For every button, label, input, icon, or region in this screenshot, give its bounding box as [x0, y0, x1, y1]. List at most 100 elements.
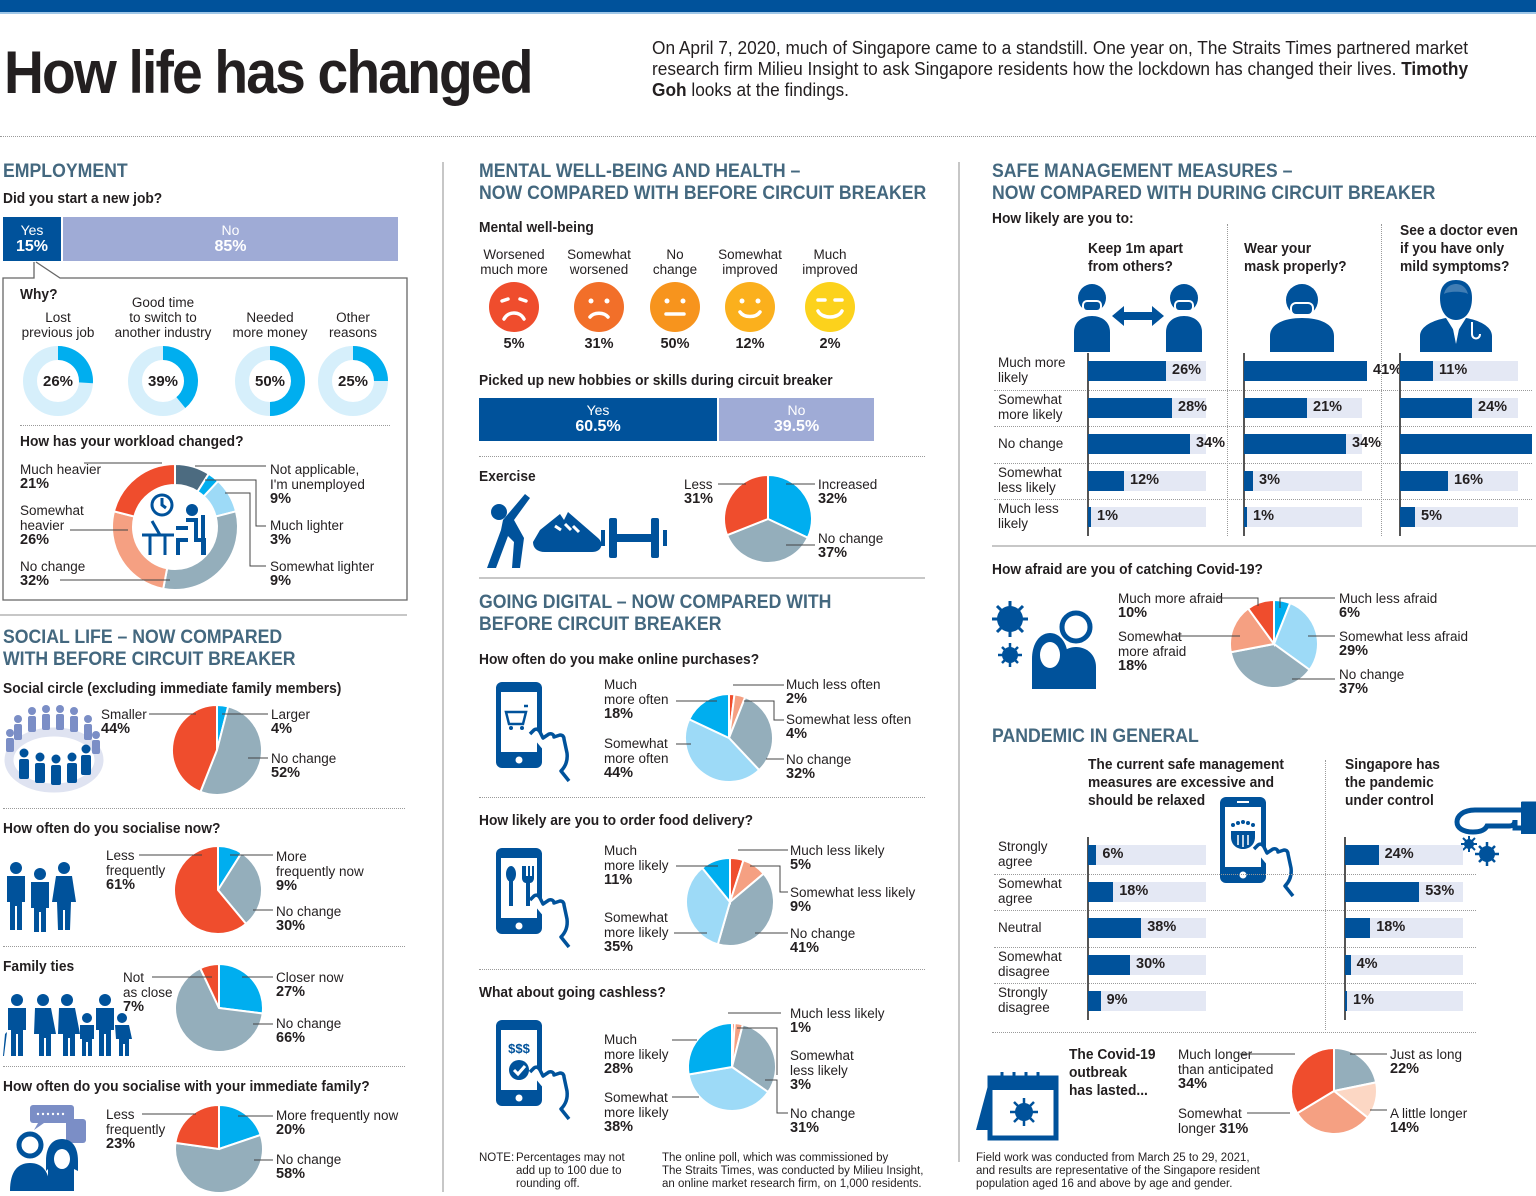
bar-value: 4% — [1356, 955, 1378, 972]
safe-heading: SAFE MANAGEMENT MEASURES – NOW COMPARED W… — [992, 161, 1436, 204]
mental-divider-1 — [479, 456, 925, 457]
bar-value: 24% — [1384, 846, 1414, 862]
author-name: Timothy Goh — [652, 59, 1469, 100]
online-label-somewhat-less: Somewhat less often 4% — [786, 712, 912, 742]
food-label-no-change: No change 41% — [790, 926, 856, 956]
pandemic-bar-0-strongly-disagree: 9% — [1088, 991, 1206, 1011]
why-donut-lost-previous-job: 26% — [23, 346, 93, 416]
cashless-slice-much-more-likely — [687, 1021, 733, 1076]
online-label-much-more: Much more often 18% — [604, 677, 669, 722]
food-label-somewhat-less: Somewhat less likely 9% — [790, 885, 916, 915]
outbreak_lasted-slice-much-longer-than-anticipated — [1290, 1046, 1335, 1115]
why-donut-fill — [353, 346, 388, 381]
exercise-slice-no-change — [725, 517, 810, 564]
wellbeing-label-0: Worsened much more — [480, 247, 548, 277]
bar-value: 24% — [1478, 398, 1508, 415]
bar-fill — [1345, 918, 1371, 938]
afraid-label-much-more: Much more afraid 10% — [1118, 591, 1224, 621]
rounding-note: Percentages may not add up to 100 due to r… — [516, 1152, 625, 1190]
mental-heading: MENTAL WELL-BEING AND HEALTH – NOW COMPAR… — [479, 161, 927, 204]
afraid-slice-much-more-afraid — [1246, 598, 1275, 648]
exercise-pie-chart — [718, 473, 815, 564]
bar-fill — [1088, 881, 1114, 902]
digital-divider-2 — [479, 969, 925, 970]
pandemic-bar-1-somewhat-disagree: 4% — [1345, 954, 1463, 975]
why-label-good-time-to-switch-to-another-industry: Good time to switch to another industry — [114, 295, 212, 340]
exercise-question: Exercise — [479, 469, 536, 485]
safe-bar-2-much-less-likely: 5% — [1400, 507, 1518, 527]
cashless-label-much-less: Much less likely 1% — [790, 1006, 885, 1036]
pandemic-column-title-1: Singapore has the pandemic under control — [1345, 757, 1440, 809]
cashless-leader-somewhat-less — [737, 1027, 778, 1075]
why-donut-value: 50% — [255, 373, 285, 390]
food_delivery-slice-no-change — [716, 872, 775, 947]
socialise-now-label-more: More frequently now 9% — [276, 849, 364, 894]
bar-fill — [1244, 507, 1247, 527]
afraid-slice-somewhat-more-afraid — [1229, 607, 1276, 654]
safe-bar-1-much-less-likely: 1% — [1244, 507, 1362, 527]
pandemic-row-divider — [994, 983, 1476, 984]
socialise-now-question: How often do you socialise now? — [3, 821, 221, 837]
digital-divider-1 — [479, 797, 925, 798]
safe-bar-1-somewhat-less-likely: 3% — [1244, 470, 1362, 491]
exercise-label-no-change: No change 37% — [818, 531, 884, 561]
safe-row-label-1: Somewhat more likely — [998, 391, 1063, 422]
social-circle-people-icon — [4, 705, 104, 793]
bar-fill — [1345, 991, 1347, 1011]
bar-fill — [1244, 470, 1253, 491]
desk-worker-icon — [142, 493, 206, 555]
pandemic-heading: PANDEMIC IN GENERAL — [992, 726, 1199, 747]
employment-heading: EMPLOYMENT — [3, 161, 128, 182]
pandemic-bar-0-somewhat-agree: 18% — [1088, 881, 1206, 902]
bar-value: 16% — [1454, 471, 1484, 488]
pandemic-row-divider — [994, 910, 1476, 911]
svg-text:$$$: $$$ — [508, 1041, 530, 1056]
online-label-much-less: Much less often 2% — [786, 677, 881, 707]
why-question: Why? — [20, 287, 58, 303]
safe-bar-2-somewhat-less-likely: 16% — [1400, 470, 1518, 491]
online-leader-somewhat-less — [744, 700, 784, 721]
social-pie-charts — [139, 703, 273, 1194]
bar-value: 18% — [1376, 919, 1406, 935]
safe-row-divider — [994, 389, 1532, 391]
bar-fill — [1088, 845, 1097, 865]
why-donut-fill — [270, 346, 305, 416]
outbreak-lasted-question: The Covid-19 outbreak has lasted... — [1069, 1047, 1156, 1099]
top-brand-bar — [0, 0, 1536, 14]
afraid-slice-no-change — [1229, 642, 1311, 689]
wellbeing-label-1: Somewhat worsened — [567, 247, 631, 277]
pandemic-bar-1-neutral: 18% — [1345, 918, 1463, 938]
safe-row-label-0: Much more likely — [998, 355, 1066, 385]
online-label-no-change: No change 32% — [786, 752, 852, 782]
digital-pie-charts — [672, 684, 788, 1114]
lasted-label-somewhat-longer: Somewhat longer 31% — [1178, 1106, 1249, 1137]
safe-bar-1-somewhat-more-likely: 21% — [1244, 397, 1362, 418]
bar-fill — [1400, 507, 1415, 527]
bar-value: 28% — [1178, 398, 1208, 415]
employment-divider — [0, 614, 407, 616]
cashless-label-no-change: No change 31% — [790, 1106, 856, 1136]
column-divider-1 — [442, 162, 444, 1192]
wellbeing-value-3: 12% — [735, 336, 765, 352]
bar-fill — [1400, 361, 1433, 381]
lasted-label-much-longer: Much longer than anticipated 34% — [1178, 1047, 1274, 1092]
pandemic-row-divider — [994, 946, 1476, 948]
lasted-label-a-little-longer: A little longer 14% — [1390, 1106, 1468, 1136]
food-delivery-phone-icon — [496, 848, 571, 949]
safe-col-divider-2 — [1381, 224, 1382, 536]
calendar-virus-icon — [976, 1072, 1059, 1141]
bar-value: 1% — [1097, 508, 1118, 524]
family-ties-question: Family ties — [3, 959, 75, 975]
workload-label-much-heavier: Much heavier 21% — [20, 462, 102, 492]
why-callout-box — [2, 261, 408, 601]
immediate-label-no-change: No change 58% — [276, 1152, 342, 1182]
app-phone-icon — [1220, 797, 1295, 898]
why-donut-fill — [163, 346, 198, 408]
neutral-face-icon — [650, 282, 700, 332]
intro-text: On April 7, 2020, much of Singapore came… — [652, 38, 1469, 100]
note-prefix: NOTE: — [479, 1152, 515, 1164]
safe-bar-0-somewhat-more-likely: 28% — [1088, 397, 1208, 418]
why-donut-other-reasons: 25% — [318, 346, 388, 416]
family-icon — [3, 994, 132, 1056]
